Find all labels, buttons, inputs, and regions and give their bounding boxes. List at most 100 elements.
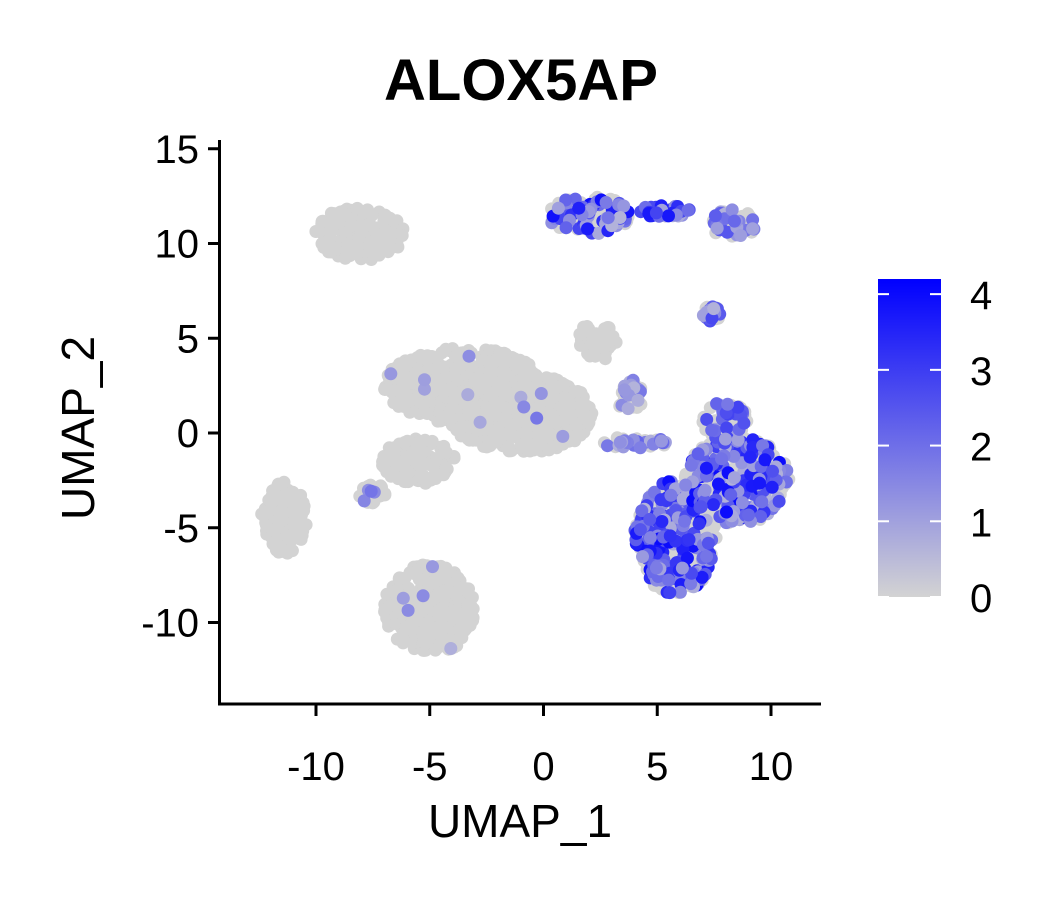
- cell-point: [411, 456, 425, 470]
- cell-point: [721, 397, 735, 411]
- cell-point: [576, 405, 590, 419]
- cell-point: [444, 642, 458, 655]
- cell-point: [406, 393, 420, 407]
- cell-point: [708, 209, 722, 223]
- cell-point: [581, 222, 594, 236]
- cell-point: [377, 226, 391, 240]
- cell-point: [514, 380, 528, 394]
- cell-point: [383, 239, 397, 253]
- cell-point: [455, 419, 469, 433]
- colorbar-ticks: 0 1 2 3 4: [878, 274, 992, 621]
- cell-point: [430, 605, 444, 619]
- cell-point: [413, 445, 427, 459]
- cell-point: [556, 429, 570, 443]
- cell-point: [700, 413, 714, 426]
- cell-point: [401, 603, 415, 617]
- cell-point: [655, 515, 669, 528]
- cell-point: [635, 504, 649, 518]
- cell-point: [735, 496, 749, 510]
- colorbar-label: 4: [970, 274, 992, 318]
- cell-point: [422, 362, 435, 376]
- points-layer: [255, 190, 796, 657]
- cell-point: [700, 549, 714, 563]
- cell-point: [395, 630, 408, 644]
- cell-point: [754, 510, 768, 523]
- cell-point: [582, 416, 596, 430]
- cell-point: [542, 443, 556, 457]
- cell-point: [558, 413, 572, 427]
- x-axis-title: UMAP_1: [428, 795, 612, 847]
- cell-point: [601, 439, 614, 453]
- cell-point: [766, 464, 779, 478]
- cell-point: [543, 372, 557, 386]
- y-tick-label: 10: [155, 223, 200, 267]
- cell-point: [523, 444, 537, 458]
- cell-point: [377, 451, 391, 465]
- cell-point: [425, 434, 439, 448]
- x-tick-label: 0: [532, 745, 554, 789]
- cell-point: [357, 494, 371, 508]
- cell-point: [396, 591, 410, 605]
- cell-point: [663, 586, 677, 600]
- cell-point: [484, 386, 498, 400]
- cell-point: [613, 435, 627, 449]
- cell-point: [490, 435, 504, 449]
- colorbar-label: 3: [970, 350, 992, 394]
- colorbar: 0 1 2 3 4: [878, 274, 992, 621]
- cell-point: [731, 400, 745, 414]
- cell-point: [419, 617, 432, 631]
- cell-point: [692, 517, 706, 531]
- cell-point: [725, 203, 739, 217]
- cell-point: [710, 221, 724, 235]
- cell-point: [396, 399, 410, 413]
- cell-point: [403, 355, 417, 368]
- cell-point: [720, 225, 734, 239]
- cell-point: [695, 570, 709, 584]
- cell-point: [328, 242, 342, 256]
- cell-point: [418, 373, 431, 387]
- cell-point: [347, 239, 361, 253]
- cell-point: [480, 401, 494, 415]
- cell-point: [715, 452, 728, 466]
- cell-point: [426, 560, 439, 574]
- cell-point: [664, 488, 678, 502]
- cell-point: [705, 311, 719, 325]
- cell-point: [325, 221, 339, 235]
- cell-point: [393, 571, 406, 585]
- cell-point: [633, 523, 647, 537]
- cell-point: [572, 201, 586, 215]
- cell-point: [705, 423, 719, 437]
- cell-point: [461, 388, 475, 402]
- cell-point: [381, 382, 395, 396]
- cell-point: [765, 480, 779, 494]
- cell-point: [613, 211, 627, 224]
- cell-point: [272, 545, 286, 559]
- cell-point: [742, 508, 755, 522]
- cell-point: [746, 213, 760, 227]
- colorbar-label: 1: [970, 501, 992, 545]
- y-tick-label: 0: [177, 412, 199, 456]
- y-tick-label: -5: [163, 507, 199, 551]
- cell-point: [746, 222, 760, 236]
- cell-point: [398, 436, 412, 449]
- y-tick-label: 5: [177, 317, 199, 361]
- cell-point: [405, 623, 419, 637]
- colorbar-label: 0: [970, 577, 992, 621]
- cell-point: [663, 529, 677, 543]
- cell-point: [541, 407, 555, 421]
- cell-point: [727, 214, 741, 228]
- cell-point: [388, 443, 402, 457]
- cell-point: [398, 461, 412, 475]
- cell-point: [432, 375, 446, 389]
- colorbar-label: 2: [970, 426, 992, 470]
- cell-point: [698, 483, 712, 497]
- cell-point: [364, 484, 378, 498]
- cell-point: [287, 506, 301, 520]
- cell-point: [534, 432, 548, 446]
- cell-point: [598, 322, 612, 336]
- cell-point: [727, 449, 741, 463]
- cell-point: [285, 544, 299, 558]
- cell-point: [679, 478, 693, 492]
- cell-point: [649, 561, 663, 575]
- cell-point: [684, 458, 698, 472]
